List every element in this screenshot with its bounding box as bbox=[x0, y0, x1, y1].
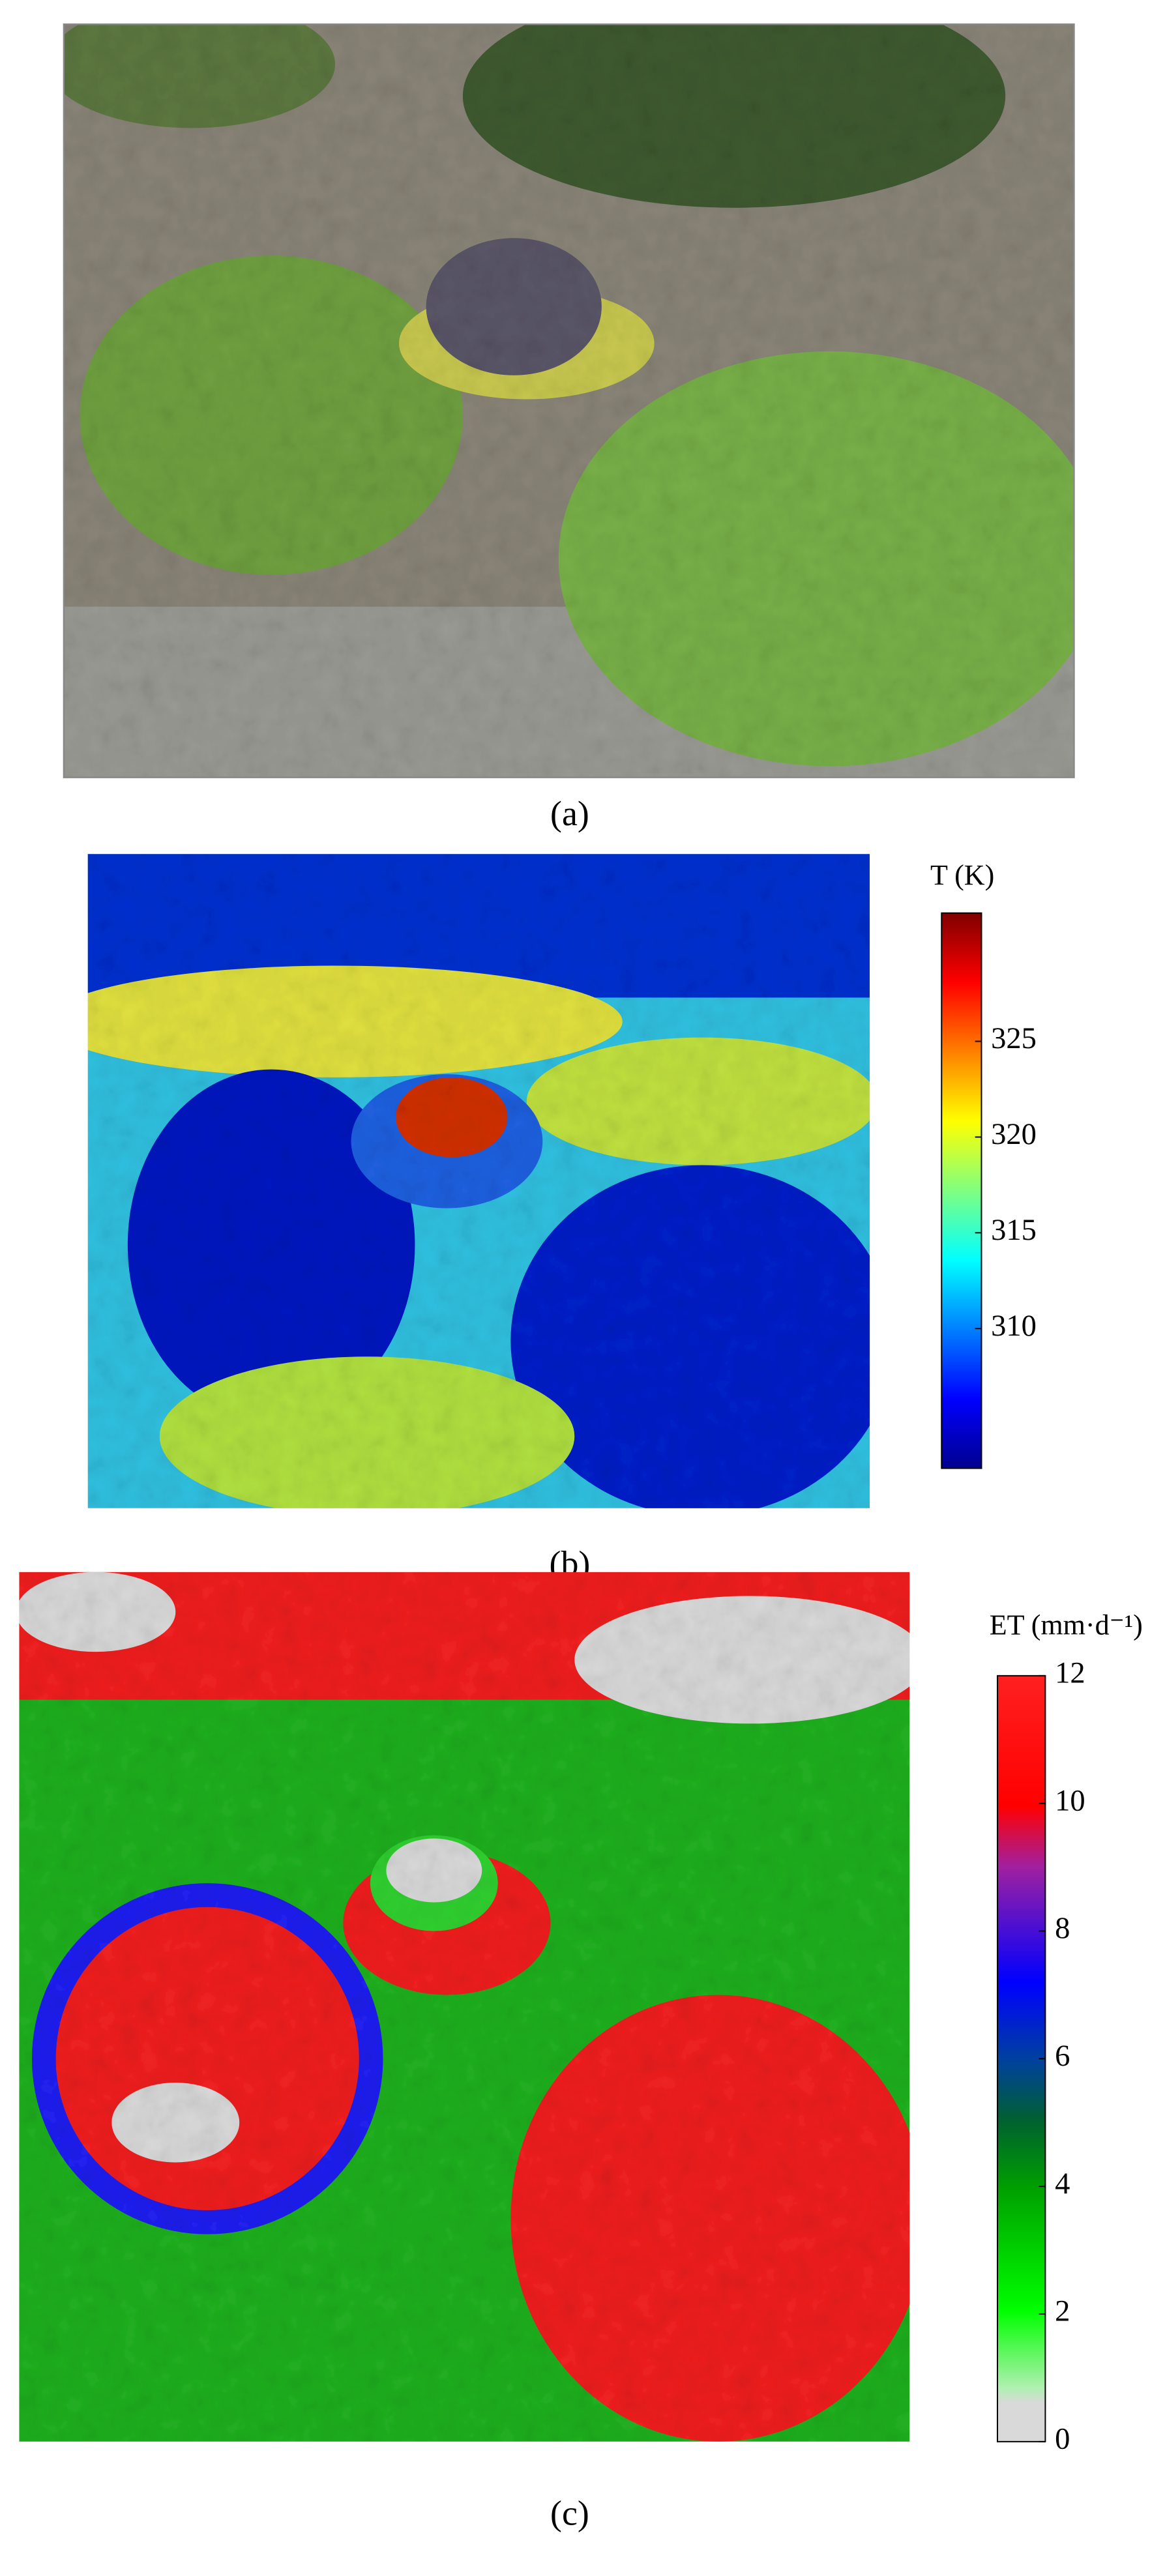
colorbar-tick-label: 2 bbox=[1055, 2295, 1070, 2328]
photo-frame bbox=[63, 23, 1075, 778]
colorbar-tick-label: 12 bbox=[1055, 1657, 1085, 1690]
et-map bbox=[19, 1572, 910, 2442]
thermal-map bbox=[87, 854, 870, 1508]
colorbar-tick-label: 4 bbox=[1055, 2167, 1070, 2201]
colorbar bbox=[941, 912, 982, 1469]
colorbar bbox=[996, 1675, 1046, 2442]
photo bbox=[63, 24, 1074, 778]
colorbar-tick-label: 320 bbox=[991, 1118, 1037, 1151]
colorbar-tick-label: 6 bbox=[1055, 2040, 1070, 2073]
colorbar-tick-label: 310 bbox=[991, 1310, 1037, 1343]
colorbar-tick-label: 10 bbox=[1055, 1784, 1085, 1817]
colorbar-tick-label: 325 bbox=[991, 1022, 1037, 1055]
colorbar-title: ET (mm·d⁻¹) bbox=[990, 1609, 1143, 1641]
panel-label: (a) bbox=[550, 794, 589, 833]
panel-label: (c) bbox=[550, 2493, 589, 2532]
colorbar-tick-label: 315 bbox=[991, 1214, 1037, 1247]
colorbar-tick-label: 8 bbox=[1055, 1912, 1070, 1945]
colorbar-tick-label: 0 bbox=[1055, 2423, 1070, 2456]
colorbar-title: T (K) bbox=[930, 859, 994, 891]
